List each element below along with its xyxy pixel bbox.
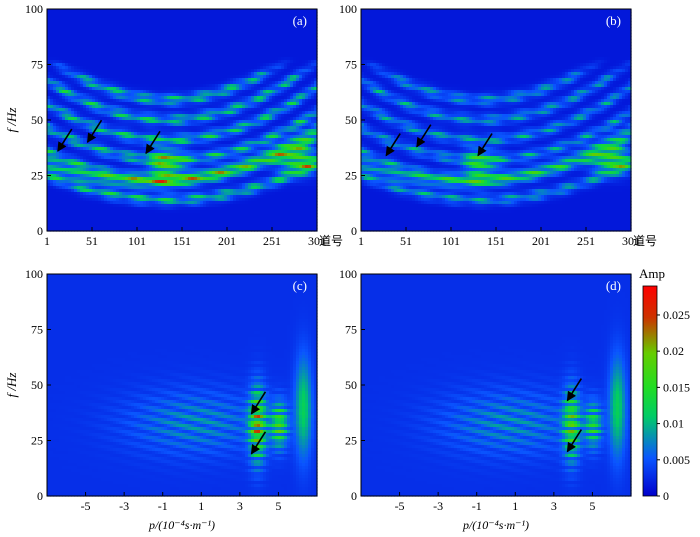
panel-a: (a)02550751001 51 101 151 201 251 301f /Hz道号 <box>4 2 343 248</box>
